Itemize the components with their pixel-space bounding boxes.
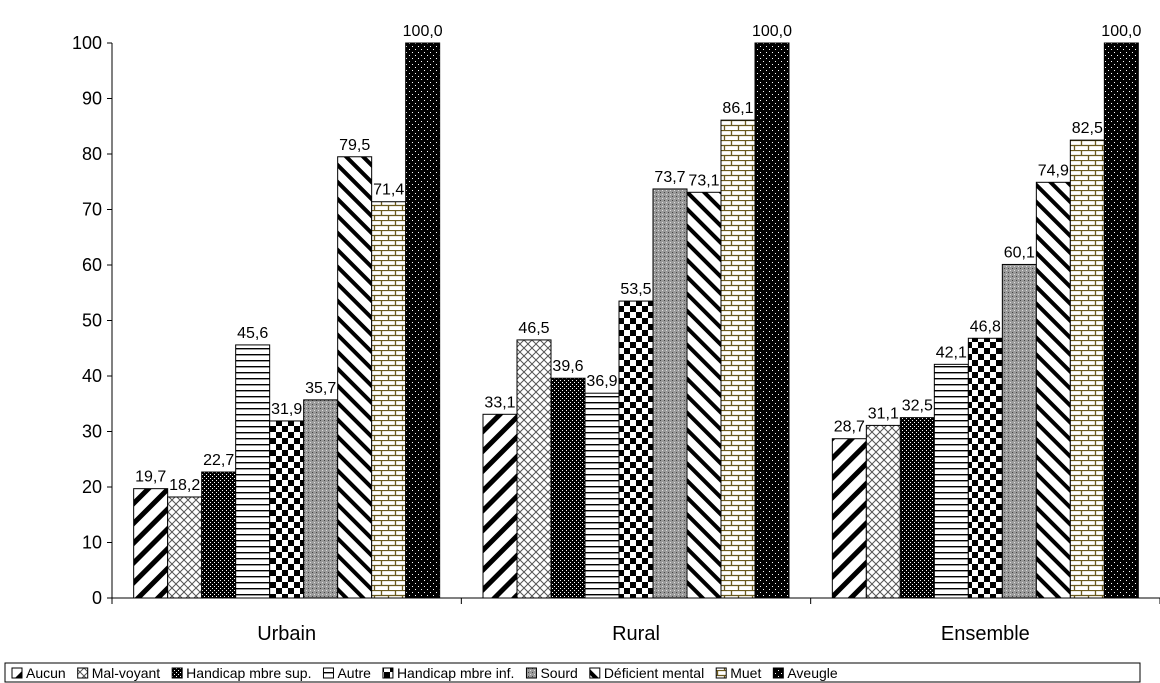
- legend-box: [4, 662, 1141, 683]
- legend-swatch: [525, 667, 537, 679]
- bar-8-1: [754, 42, 790, 599]
- y-axis: 0 10 20 30 40 50 60 70 80 90 100: [72, 33, 113, 608]
- bar-7-1: [720, 119, 756, 599]
- legend-item-label: Mal-voyant: [92, 665, 161, 681]
- legend-swatch: [715, 667, 727, 679]
- legend-item-label: Handicap mbre inf.: [397, 665, 515, 681]
- y-tick-label: 40: [82, 366, 102, 386]
- bar-4-0: [269, 420, 305, 599]
- data-label: 46,5: [518, 320, 549, 337]
- bar-2-0: [201, 471, 237, 599]
- data-label: 71,4: [373, 182, 404, 199]
- legend-item-label: Autre: [337, 665, 371, 681]
- data-label: 39,6: [552, 358, 583, 375]
- bar-7-2: [1069, 139, 1105, 599]
- data-label: 31,9: [271, 401, 302, 418]
- bar-0-0: [133, 488, 169, 599]
- y-tick-label: 90: [82, 89, 102, 109]
- legend-item-label: Handicap mbre sup.: [186, 665, 311, 681]
- y-tick-label: 50: [82, 311, 102, 331]
- data-label: 73,1: [688, 172, 719, 189]
- legend: Aucun Mal-voyant Handicap mbre sup. Autre Ha…: [4, 662, 1141, 683]
- bar-4-1: [618, 300, 654, 599]
- data-label: 53,5: [620, 281, 651, 298]
- bar-5-2: [1001, 263, 1037, 599]
- data-label: 28,7: [834, 419, 865, 436]
- data-label: 22,7: [203, 452, 234, 469]
- bar-3-2: [933, 363, 969, 599]
- x-axis: Urbain Rural Ensemble: [111, 597, 1160, 645]
- bar-3-1: [584, 392, 620, 599]
- legend-swatch: [382, 667, 394, 679]
- y-tick-label: 0: [92, 588, 102, 608]
- bar-7-0: [371, 201, 407, 599]
- bar-1-0: [167, 496, 203, 599]
- data-label: 31,1: [868, 405, 899, 422]
- x-category-label: Urbain: [257, 623, 316, 645]
- y-tick-label: 60: [82, 255, 102, 275]
- legend-swatch: [11, 667, 23, 679]
- data-label: 100,0: [1101, 23, 1141, 40]
- bar-1-2: [865, 424, 901, 599]
- data-labels-group: 19,7 33,1 28,7 18,2 46,5 31,1 22,7 39,6 32,5 45,6…: [135, 23, 1141, 494]
- data-label: 82,5: [1072, 120, 1103, 137]
- bar-2-2: [899, 417, 935, 599]
- bar-0-1: [482, 413, 518, 599]
- y-tick-label: 10: [82, 533, 102, 553]
- legend-item-label: Muet: [730, 665, 761, 681]
- bar-6-0: [337, 156, 373, 599]
- y-tick-label: 80: [82, 144, 102, 164]
- y-tick-label: 100: [72, 33, 102, 53]
- y-tick-label: 20: [82, 477, 102, 497]
- data-label: 33,1: [484, 394, 515, 411]
- bar-6-2: [1035, 181, 1071, 599]
- legend-swatch: [322, 667, 334, 679]
- legend-swatch: [589, 667, 601, 679]
- data-label: 73,7: [654, 169, 685, 186]
- legend-item-label: Sourd: [540, 665, 577, 681]
- bar-8-2: [1103, 42, 1139, 599]
- bar-2-1: [550, 377, 586, 599]
- legend-item-label: Aucun: [26, 665, 66, 681]
- data-label: 36,9: [586, 373, 617, 390]
- legend-item-label: Déficient mental: [604, 665, 704, 681]
- legend-item-label: Aveugle: [787, 665, 838, 681]
- x-category-label: Rural: [612, 623, 660, 645]
- data-label: 74,9: [1038, 162, 1069, 179]
- legend-swatch: [77, 667, 89, 679]
- bar-5-1: [652, 188, 688, 599]
- y-tick-label: 30: [82, 422, 102, 442]
- y-tick-label: 70: [82, 200, 102, 220]
- data-label: 100,0: [403, 23, 443, 40]
- bar-1-1: [516, 339, 552, 599]
- data-label: 35,7: [305, 380, 336, 397]
- x-category-label: Ensemble: [941, 623, 1030, 645]
- data-label: 79,5: [339, 137, 370, 154]
- bar-4-2: [967, 337, 1003, 599]
- data-label: 86,1: [722, 100, 753, 117]
- data-label: 18,2: [169, 477, 200, 494]
- bar-6-1: [686, 191, 722, 599]
- data-label: 32,5: [902, 398, 933, 415]
- bar-5-0: [303, 399, 339, 599]
- bar-0-2: [831, 438, 867, 599]
- bar-3-0: [235, 344, 271, 599]
- bars-group: [133, 42, 1139, 599]
- data-label: 19,7: [135, 469, 166, 486]
- legend-swatch: [772, 667, 784, 679]
- data-label: 42,1: [936, 344, 967, 361]
- data-label: 100,0: [752, 23, 792, 40]
- data-label: 46,8: [970, 318, 1001, 335]
- legend-swatch: [171, 667, 183, 679]
- data-label: 60,1: [1004, 244, 1035, 261]
- data-label: 45,6: [237, 325, 268, 342]
- bar-8-0: [405, 42, 441, 599]
